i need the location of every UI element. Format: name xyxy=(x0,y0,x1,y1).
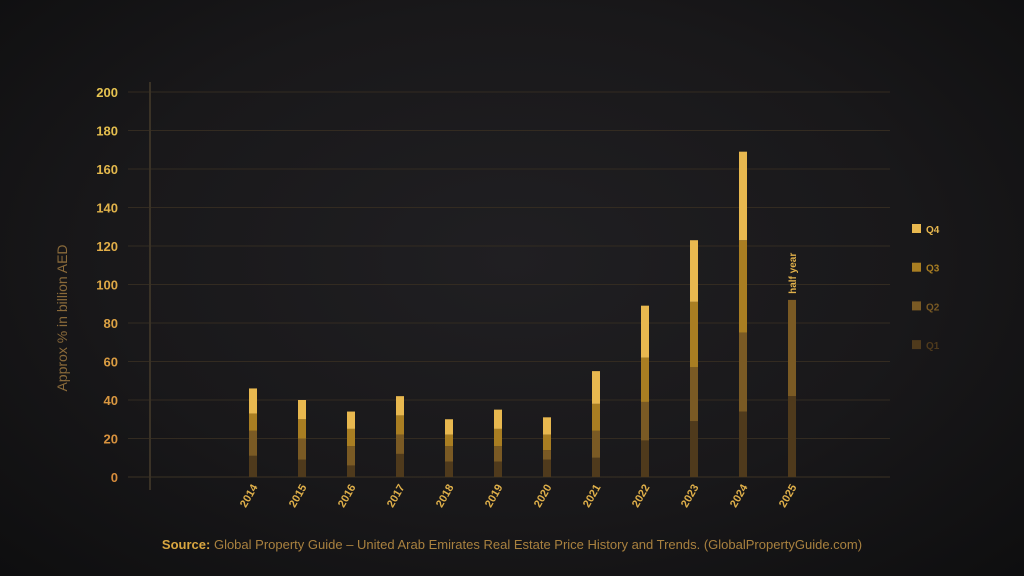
bar-segment-q1-2020 xyxy=(543,459,551,477)
x-tick-label: 2019 xyxy=(483,483,506,510)
y-tick-label: 120 xyxy=(96,239,118,254)
bar-segment-q1-2021 xyxy=(592,457,600,477)
y-tick-label: 180 xyxy=(96,124,118,139)
bar-segment-q2-2019 xyxy=(494,446,502,462)
y-tick-label: 40 xyxy=(104,393,118,408)
bar-segment-q4-2018 xyxy=(445,419,453,435)
source-note: Source: Global Property Guide – United A… xyxy=(0,537,1024,552)
bar-segment-q1-2024 xyxy=(739,411,747,477)
bar-segment-q3-2024 xyxy=(739,240,747,333)
bar-segment-q1-2014 xyxy=(249,455,257,477)
bar-segment-q1-2025 xyxy=(788,396,796,477)
x-tick-label: 2024 xyxy=(728,482,751,510)
x-tick-label: 2021 xyxy=(581,483,604,510)
legend-label-q3: Q3 xyxy=(926,264,940,275)
source-label: Source: xyxy=(161,537,211,552)
y-tick-label: 200 xyxy=(96,85,118,100)
bar-segment-q2-2024 xyxy=(739,332,747,412)
bar-segment-q2-2016 xyxy=(347,446,355,466)
bar-segment-q4-2019 xyxy=(494,409,502,429)
x-tick-label: 2020 xyxy=(532,483,555,510)
bar-segment-q3-2016 xyxy=(347,428,355,447)
bar-segment-q4-2014 xyxy=(249,388,257,414)
y-tick-label: 20 xyxy=(104,432,118,447)
x-tick-label: 2014 xyxy=(238,482,261,510)
half-year-annotation: half year xyxy=(788,253,799,294)
bar-segment-q4-2021 xyxy=(592,371,600,404)
bar-segment-q2-2023 xyxy=(690,367,698,422)
legend-swatch-q4 xyxy=(912,224,921,233)
x-tick-label: 2025 xyxy=(777,483,800,510)
bar-segment-q4-2016 xyxy=(347,411,355,429)
bar-segment-q2-2014 xyxy=(249,430,257,456)
bar-segment-q3-2020 xyxy=(543,434,551,451)
bar-segment-q2-2018 xyxy=(445,446,453,462)
bar-segment-q1-2016 xyxy=(347,465,355,477)
bar-segment-q3-2014 xyxy=(249,413,257,431)
x-tick-label: 2022 xyxy=(630,483,653,510)
bar-segment-q2-2015 xyxy=(298,438,306,460)
legend-label-q2: Q2 xyxy=(926,302,940,313)
bar-segment-q4-2015 xyxy=(298,400,306,420)
bar-segment-q4-2020 xyxy=(543,417,551,435)
bar-segment-q1-2022 xyxy=(641,440,649,477)
bar-segment-q3-2021 xyxy=(592,403,600,431)
source-text: Global Property Guide – United Arab Emir… xyxy=(213,537,863,552)
x-tick-label: 2018 xyxy=(434,483,457,510)
bar-segment-q1-2018 xyxy=(445,461,453,477)
bar-segment-q4-2017 xyxy=(396,396,404,416)
legend-label-q1: Q1 xyxy=(926,341,940,352)
bar-segment-q3-2015 xyxy=(298,419,306,439)
bar-segment-q4-2024 xyxy=(739,151,747,241)
legend-swatch-q3 xyxy=(912,262,921,272)
bar-segment-q1-2019 xyxy=(494,461,502,477)
x-tick-label: 2016 xyxy=(336,483,359,510)
legend-swatch-q1 xyxy=(912,340,921,350)
bar-segment-q4-2023 xyxy=(690,240,698,302)
y-tick-label: 100 xyxy=(96,278,118,293)
bar-segment-q1-2023 xyxy=(690,421,698,477)
bar-segment-q2-2021 xyxy=(592,430,600,458)
y-tick-label: 160 xyxy=(96,162,118,177)
legend-swatch-q2 xyxy=(912,301,921,311)
y-tick-label: 60 xyxy=(104,355,118,370)
bar-segment-q2-2022 xyxy=(641,401,649,441)
bar-segment-q3-2022 xyxy=(641,357,649,402)
y-tick-label: 0 xyxy=(111,470,118,485)
x-tick-label: 2017 xyxy=(385,483,408,510)
bar-segment-q1-2017 xyxy=(396,453,404,477)
bar-segment-q4-2022 xyxy=(641,305,649,358)
x-tick-label: 2015 xyxy=(287,483,310,510)
legend-label-q4: Q4 xyxy=(926,225,940,236)
x-tick-label: 2023 xyxy=(679,483,702,510)
y-axis-label: Approx % in billion AED xyxy=(54,244,70,391)
bar-segment-q3-2018 xyxy=(445,434,453,447)
bar-segment-q2-2020 xyxy=(543,450,551,460)
bar-segment-q2-2025 xyxy=(788,299,796,397)
bar-segment-q3-2023 xyxy=(690,301,698,368)
bar-segment-q3-2019 xyxy=(494,428,502,447)
y-tick-label: 140 xyxy=(96,201,118,216)
bar-segment-q3-2017 xyxy=(396,415,404,435)
bar-segment-q1-2015 xyxy=(298,459,306,477)
bar-segment-q2-2017 xyxy=(396,434,404,454)
y-tick-label: 80 xyxy=(104,316,118,331)
